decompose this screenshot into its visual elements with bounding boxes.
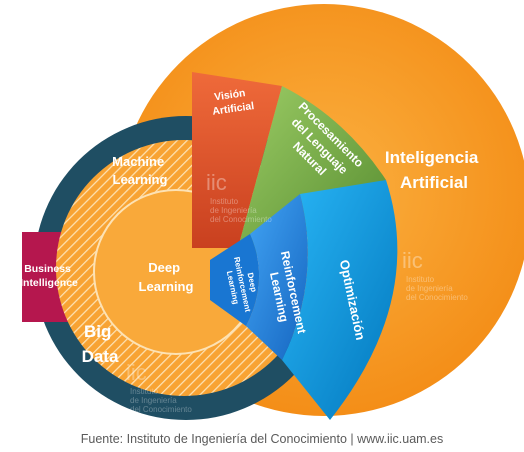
watermark-logo: iic [126,360,147,385]
watermark-line2: de Ingeniería [406,284,453,293]
iic-watermark-right: iic Instituto de Ingeniería del Conocimi… [402,248,468,302]
watermark-line2: de Ingeniería [130,396,177,405]
big-data-label: Big Data [82,322,119,366]
watermark-line3: del Conocimiento [130,405,192,414]
vision-label-line1: Visión [214,87,247,103]
watermark-line3: del Conocimiento [406,293,468,302]
source-caption: Fuente: Instituto de Ingeniería del Cono… [80,432,444,446]
deep-reinforcement-learning-segment [210,234,260,326]
machine-learning-label: Machine Learning [112,154,168,187]
dl-label-line1: Deep [148,260,180,275]
big-data-label-line1: Big [84,322,111,341]
bi-label-line1: Business [24,263,71,275]
watermark-line2: de Ingeniería [210,206,257,215]
drl-label-line1: Deep [246,272,259,293]
watermark-line3: del Conocimiento [210,215,272,224]
iic-watermark-center: iic Instituto de Ingeniería del Conocimi… [206,170,272,224]
bi-label-line2: Intelligence [20,277,78,289]
optimizacion-segment [282,180,398,420]
ia-label-line2: Artificial [400,173,468,192]
ml-label-line2: Learning [113,172,168,187]
vision-label-line2: Artificial [212,100,255,118]
vision-artificial-label: Visión Artificial [210,86,255,118]
watermark-line1: Instituto [406,275,435,284]
dl-label-line2: Learning [139,279,194,294]
vision-artificial-segment [192,72,282,248]
watermark-logo: iic [402,248,423,273]
watermark-logo: iic [206,170,227,195]
iic-watermark-bottom: iic Instituto de Ingeniería del Conocimi… [126,360,192,414]
inteligencia-artificial-label: Inteligencia Artificial [385,148,483,192]
ml-label-line1: Machine [112,154,164,169]
business-intelligence-label: Business Intelligence [20,263,78,289]
big-data-label-line2: Data [82,347,119,366]
ia-label-line1: Inteligencia [385,148,479,167]
reinforcement-learning-segment [246,194,308,360]
deep-reinforcement-learning-label: Deep Reinforcement Learning [222,254,262,317]
watermark-line1: Instituto [130,387,159,396]
watermark-line1: Instituto [210,197,239,206]
deep-learning-label: Deep Learning [139,260,194,294]
